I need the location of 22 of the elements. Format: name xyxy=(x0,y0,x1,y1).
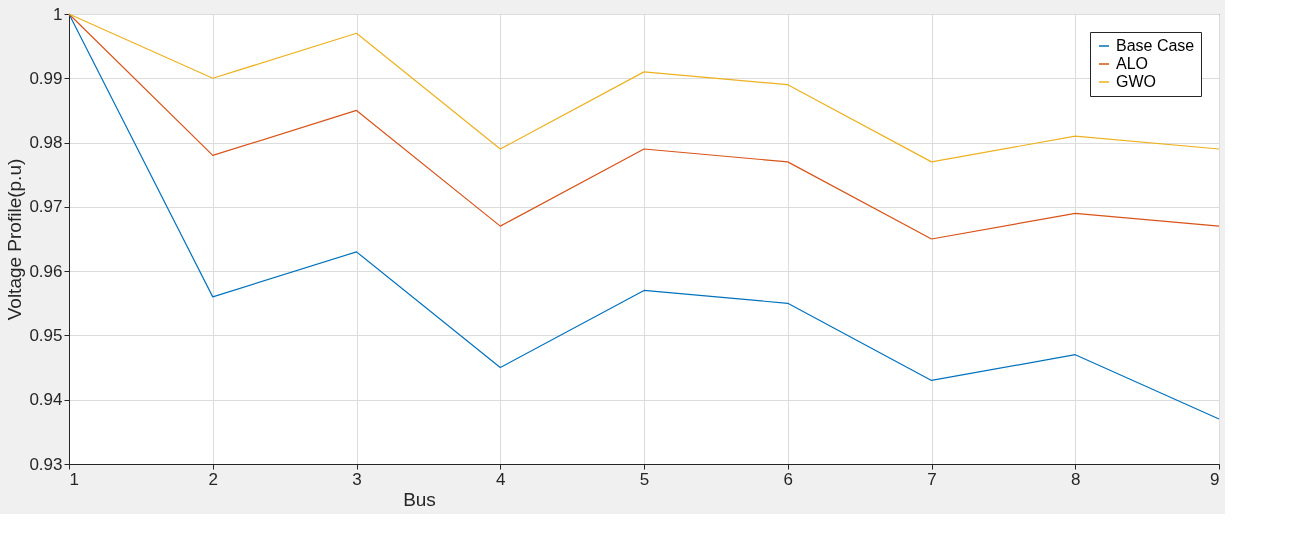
x-tick-label: 4 xyxy=(496,469,506,489)
x-tick-label: 2 xyxy=(208,469,218,489)
y-tick-label: 0.94 xyxy=(29,390,63,410)
x-tick-label: 3 xyxy=(352,469,362,489)
legend-label: ALO xyxy=(1116,55,1149,72)
x-axis-title: Bus xyxy=(403,488,436,510)
x-tick-label: 5 xyxy=(639,469,650,489)
y-tick-label: 0.95 xyxy=(29,325,63,345)
y-tick-label: 0.93 xyxy=(29,454,63,474)
x-tick-label: 6 xyxy=(783,469,793,489)
x-tick-label: 7 xyxy=(927,469,937,489)
legend-label: Base Case xyxy=(1116,37,1195,54)
x-tick-label: 9 xyxy=(1210,469,1220,489)
x-tick-label: 8 xyxy=(1071,469,1081,489)
y-tick-label: 1 xyxy=(53,4,63,24)
y-tick-label: 0.97 xyxy=(29,197,63,217)
y-axis-title: Voltage Profile(p.u) xyxy=(4,158,26,321)
y-tick-label: 0.96 xyxy=(29,261,63,281)
legend-label: GWO xyxy=(1116,73,1156,90)
x-tick-label: 1 xyxy=(69,469,79,489)
y-tick-label: 0.98 xyxy=(29,133,63,153)
y-tick-label: 0.99 xyxy=(29,68,63,88)
